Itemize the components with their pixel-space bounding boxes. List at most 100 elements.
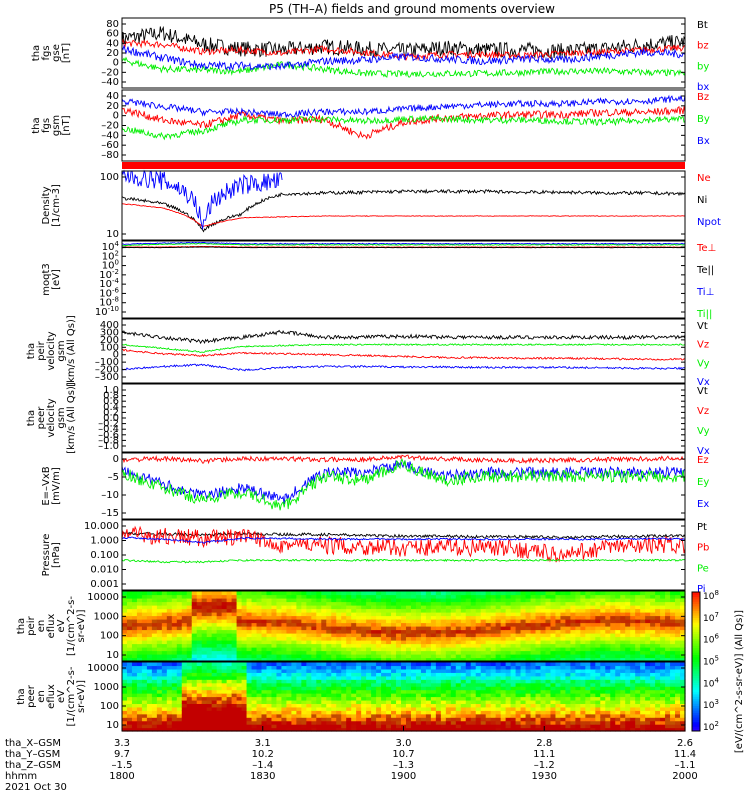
heatmap-cell (680, 699, 686, 704)
heatmap-cell (236, 699, 243, 704)
heatmap-cell (316, 605, 322, 610)
heatmap-cell (381, 657, 387, 662)
heatmap-cell (530, 643, 537, 648)
heatmap-cell (515, 686, 522, 691)
heatmap-cell (565, 662, 571, 667)
heatmap-cell (206, 626, 213, 631)
heatmap-cell (455, 706, 462, 711)
heatmap-cell (261, 640, 268, 645)
heatmap-cell (271, 668, 278, 673)
heatmap-cell (266, 672, 273, 677)
heatmap-cell (520, 720, 527, 725)
heatmap-cell (490, 693, 497, 698)
heatmap-cell (645, 703, 651, 708)
heatmap-cell (161, 591, 168, 596)
heatmap-cell (201, 713, 208, 718)
heatmap-cell (565, 615, 571, 620)
heatmap-cell (655, 693, 661, 698)
heatmap-cell (590, 605, 596, 610)
heatmap-cell (435, 598, 442, 603)
heatmap-cell (366, 682, 372, 687)
heatmap-cell (540, 591, 547, 596)
heatmap-cell (266, 608, 273, 613)
heatmap-cell (655, 668, 661, 673)
heatmap-cell (291, 689, 297, 694)
heatmap-cell (226, 640, 233, 645)
heatmap-cell (366, 601, 372, 606)
heatmap-cell (216, 675, 223, 680)
heatmap-cell (630, 647, 636, 652)
heatmap-cell (331, 622, 337, 627)
heatmap-cell (445, 706, 452, 711)
heatmap-cell (196, 710, 203, 715)
heatmap-cell (176, 654, 183, 659)
heatmap-cell (575, 622, 581, 627)
heatmap-cell (171, 654, 178, 659)
heatmap-cell (161, 689, 168, 694)
heatmap-cell (500, 689, 507, 694)
heatmap-cell (640, 629, 646, 634)
heatmap-cell (156, 640, 163, 645)
heatmap-cell (151, 608, 158, 613)
heatmap-cell (660, 633, 666, 638)
heatmap-cell (161, 675, 168, 680)
heatmap-cell (246, 717, 253, 722)
heatmap-cell (505, 605, 512, 610)
heatmap-cell (386, 720, 392, 725)
y-axis-label: eflux (46, 614, 57, 639)
heatmap-cell (341, 643, 347, 648)
heatmap-cell (201, 657, 208, 662)
heatmap-cell (485, 672, 492, 677)
heatmap-cell (376, 686, 382, 691)
heatmap-cell (166, 657, 173, 662)
heatmap-cell (146, 713, 153, 718)
heatmap-cell (216, 696, 223, 701)
heatmap-cell (580, 619, 586, 624)
heatmap-cell (371, 689, 377, 694)
heatmap-cell (490, 657, 497, 662)
heatmap-cell (231, 612, 238, 617)
heatmap-cell (560, 647, 567, 652)
heatmap-cell (311, 675, 317, 680)
heatmap-cell (301, 706, 307, 711)
heatmap-cell (630, 636, 636, 641)
heatmap-cell (410, 672, 417, 677)
heatmap-cell (256, 657, 263, 662)
y-tick-label: –300 (95, 372, 119, 383)
heatmap-cell (665, 703, 671, 708)
heatmap-cell (435, 710, 442, 715)
heatmap-cell (331, 693, 337, 698)
heatmap-cell (231, 650, 238, 655)
heatmap-cell (191, 591, 198, 596)
heatmap-cell (156, 675, 163, 680)
heatmap-cell (575, 710, 581, 715)
heatmap-cell (161, 636, 168, 641)
heatmap-cell (336, 640, 342, 645)
heatmap-cell (206, 591, 213, 596)
heatmap-cell (386, 696, 392, 701)
heatmap-cell (136, 699, 143, 704)
heatmap-cell (141, 612, 148, 617)
heatmap-cell (371, 605, 377, 610)
heatmap-cell (196, 696, 203, 701)
heatmap-cell (356, 598, 362, 603)
heatmap-cell (271, 713, 278, 718)
heatmap-cell (271, 720, 278, 725)
heatmap-cell (605, 647, 611, 652)
heatmap-cell (635, 668, 641, 673)
heatmap-cell (141, 703, 148, 708)
heatmap-cell (455, 619, 462, 624)
heatmap-cell (410, 608, 417, 613)
ephemeris-row-label: tha_Z–GSM (5, 760, 61, 771)
heatmap-cell (480, 699, 487, 704)
heatmap-cell (415, 675, 422, 680)
heatmap-cell (156, 654, 163, 659)
heatmap-cell (331, 699, 337, 704)
heatmap-cell (680, 706, 686, 711)
heatmap-cell (600, 672, 606, 677)
heatmap-cell (221, 647, 228, 652)
heatmap-cell (396, 710, 402, 715)
heatmap-cell (435, 713, 442, 718)
heatmap-cell (371, 654, 377, 659)
